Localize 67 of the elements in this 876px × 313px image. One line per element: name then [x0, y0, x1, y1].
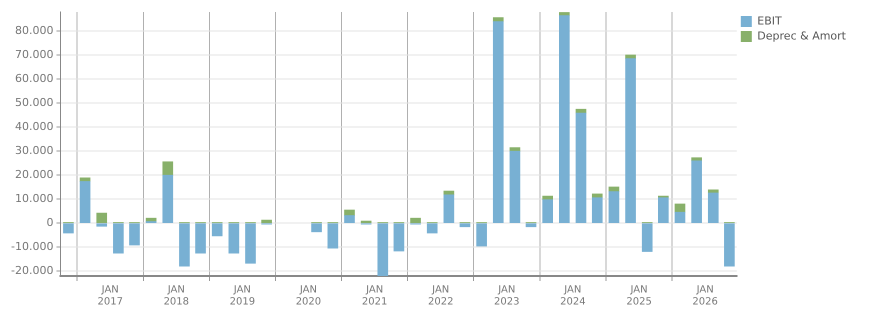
bar — [691, 160, 702, 224]
y-tick-label: 80.000 — [14, 24, 54, 38]
bar — [360, 220, 372, 224]
x-tick-label: JAN 2022 — [428, 284, 454, 308]
bar — [510, 150, 520, 224]
bar — [261, 220, 272, 224]
bar — [492, 17, 504, 22]
bar — [444, 194, 454, 224]
legend-label: Deprec & Amort — [757, 29, 847, 42]
bar — [558, 15, 570, 224]
bar — [674, 204, 686, 212]
bar — [162, 174, 174, 224]
bar — [212, 223, 223, 236]
x-tick-label: JAN 2020 — [296, 284, 322, 308]
bar — [113, 223, 124, 254]
bar — [377, 223, 388, 276]
y-tick-label: 50.000 — [14, 96, 54, 110]
y-tick-label: 0 — [46, 216, 54, 230]
bar — [526, 223, 536, 228]
bar — [328, 223, 338, 248]
bar — [179, 223, 190, 266]
y-tick-label: 20.000 — [14, 168, 54, 182]
bar — [476, 223, 487, 246]
bar — [63, 223, 74, 234]
bar — [96, 212, 108, 224]
bar — [410, 218, 421, 224]
x-tick-label: JAN 2025 — [626, 284, 652, 308]
bar — [642, 223, 653, 252]
y-tick-label: 40.000 — [14, 120, 54, 134]
y-tick-label: -10.000 — [10, 240, 54, 254]
y-tick-label: 70.000 — [14, 48, 54, 62]
x-tick-label: JAN 2021 — [362, 284, 388, 308]
bar — [460, 223, 470, 228]
x-tick-label: JAN 2026 — [692, 284, 718, 308]
x-tick-label: JAN 2018 — [164, 284, 190, 308]
bar — [80, 181, 90, 224]
bar — [195, 223, 206, 254]
bar — [228, 223, 240, 254]
bar — [608, 191, 620, 224]
bar — [344, 215, 355, 224]
bar — [162, 161, 174, 176]
bar — [426, 223, 438, 234]
bar — [625, 58, 636, 224]
legend-label: EBIT — [757, 14, 782, 28]
bar — [724, 223, 735, 266]
y-tick-label: 30.000 — [14, 144, 54, 158]
y-tick-label: -20.000 — [10, 264, 54, 278]
bar — [576, 112, 586, 224]
bar — [558, 12, 570, 16]
bar — [658, 197, 669, 224]
bar — [344, 210, 355, 216]
bar — [708, 192, 719, 224]
x-tick-label: JAN 2017 — [98, 284, 123, 308]
bar — [394, 223, 404, 252]
bar — [245, 223, 256, 264]
bar — [492, 21, 504, 224]
x-tick-label: JAN 2024 — [560, 284, 586, 308]
bar — [592, 197, 603, 224]
bar — [129, 223, 140, 246]
x-tick-label: JAN 2023 — [494, 284, 520, 308]
bar — [96, 223, 108, 227]
bar — [542, 199, 554, 224]
y-tick-label: 60.000 — [14, 72, 54, 86]
bar — [311, 223, 322, 232]
bar — [674, 212, 686, 224]
x-tick-label: JAN 2019 — [230, 284, 256, 308]
y-tick-label: 10.000 — [14, 192, 54, 206]
